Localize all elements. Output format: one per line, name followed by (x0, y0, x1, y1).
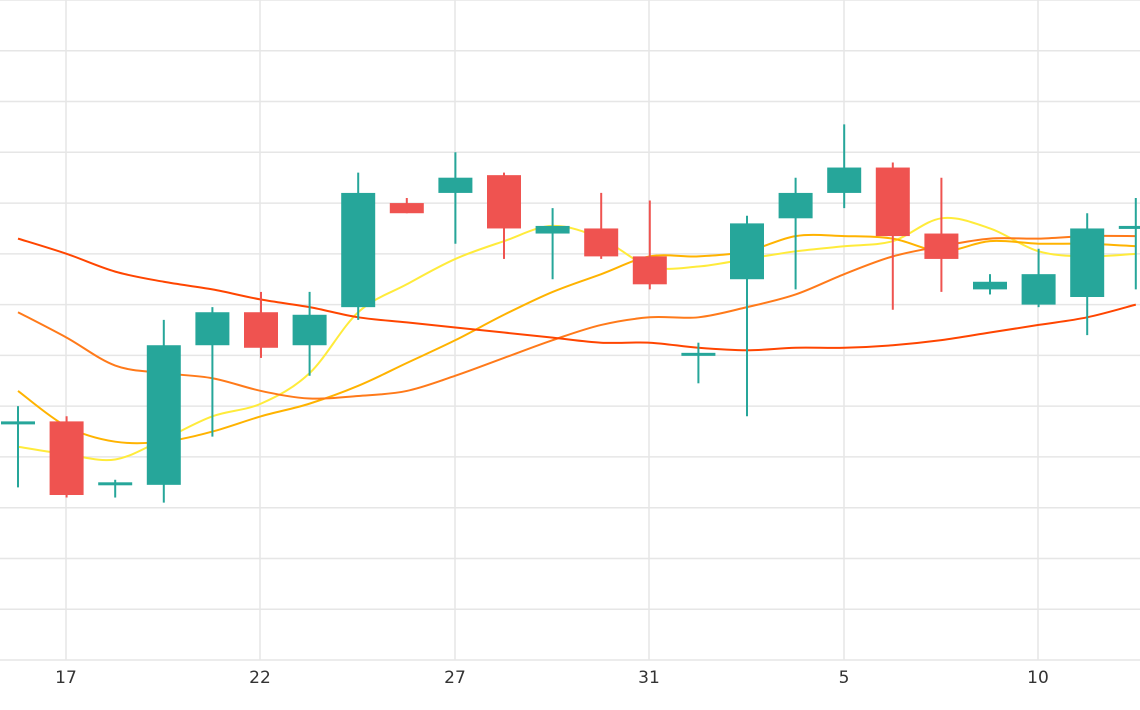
x-tick-label: 31 (638, 668, 660, 688)
candle-body (1021, 274, 1056, 305)
moving-average-line (17, 233, 1136, 445)
candle-body (827, 167, 862, 193)
candle-body (146, 345, 181, 485)
candle-body (875, 167, 910, 237)
candles (1, 124, 1140, 503)
moving-average-line (17, 234, 1136, 400)
x-tick-label: 17 (55, 668, 77, 688)
candle-body (973, 281, 1007, 290)
candle-body (924, 233, 959, 259)
candle-body (584, 228, 619, 257)
candle-body (1118, 225, 1140, 229)
x-tick-label: 10 (1027, 668, 1049, 688)
candle-body (195, 312, 230, 346)
candle-body (49, 421, 84, 495)
candle-body (341, 192, 376, 308)
candle-body (778, 192, 813, 219)
candle-body (98, 482, 133, 486)
candle-body (292, 314, 327, 346)
candle-body (1, 421, 35, 425)
moving-average-line (17, 216, 1136, 462)
candle-body (632, 256, 667, 285)
x-tick-label: 5 (839, 668, 850, 688)
x-tick-label: 27 (444, 668, 466, 688)
candle-body (730, 223, 764, 280)
candle-body (389, 203, 424, 214)
candle-body (1070, 228, 1105, 297)
x-tick-label: 22 (249, 668, 271, 688)
candle-body (244, 312, 278, 348)
candle-body (438, 177, 473, 193)
candle-body (487, 175, 521, 229)
candle-body (681, 352, 716, 356)
grid (0, 0, 1140, 661)
candle-body (535, 225, 570, 234)
moving-average-line (17, 237, 1137, 352)
x-axis: 17 22 27 31 5 10 (55, 668, 1049, 688)
